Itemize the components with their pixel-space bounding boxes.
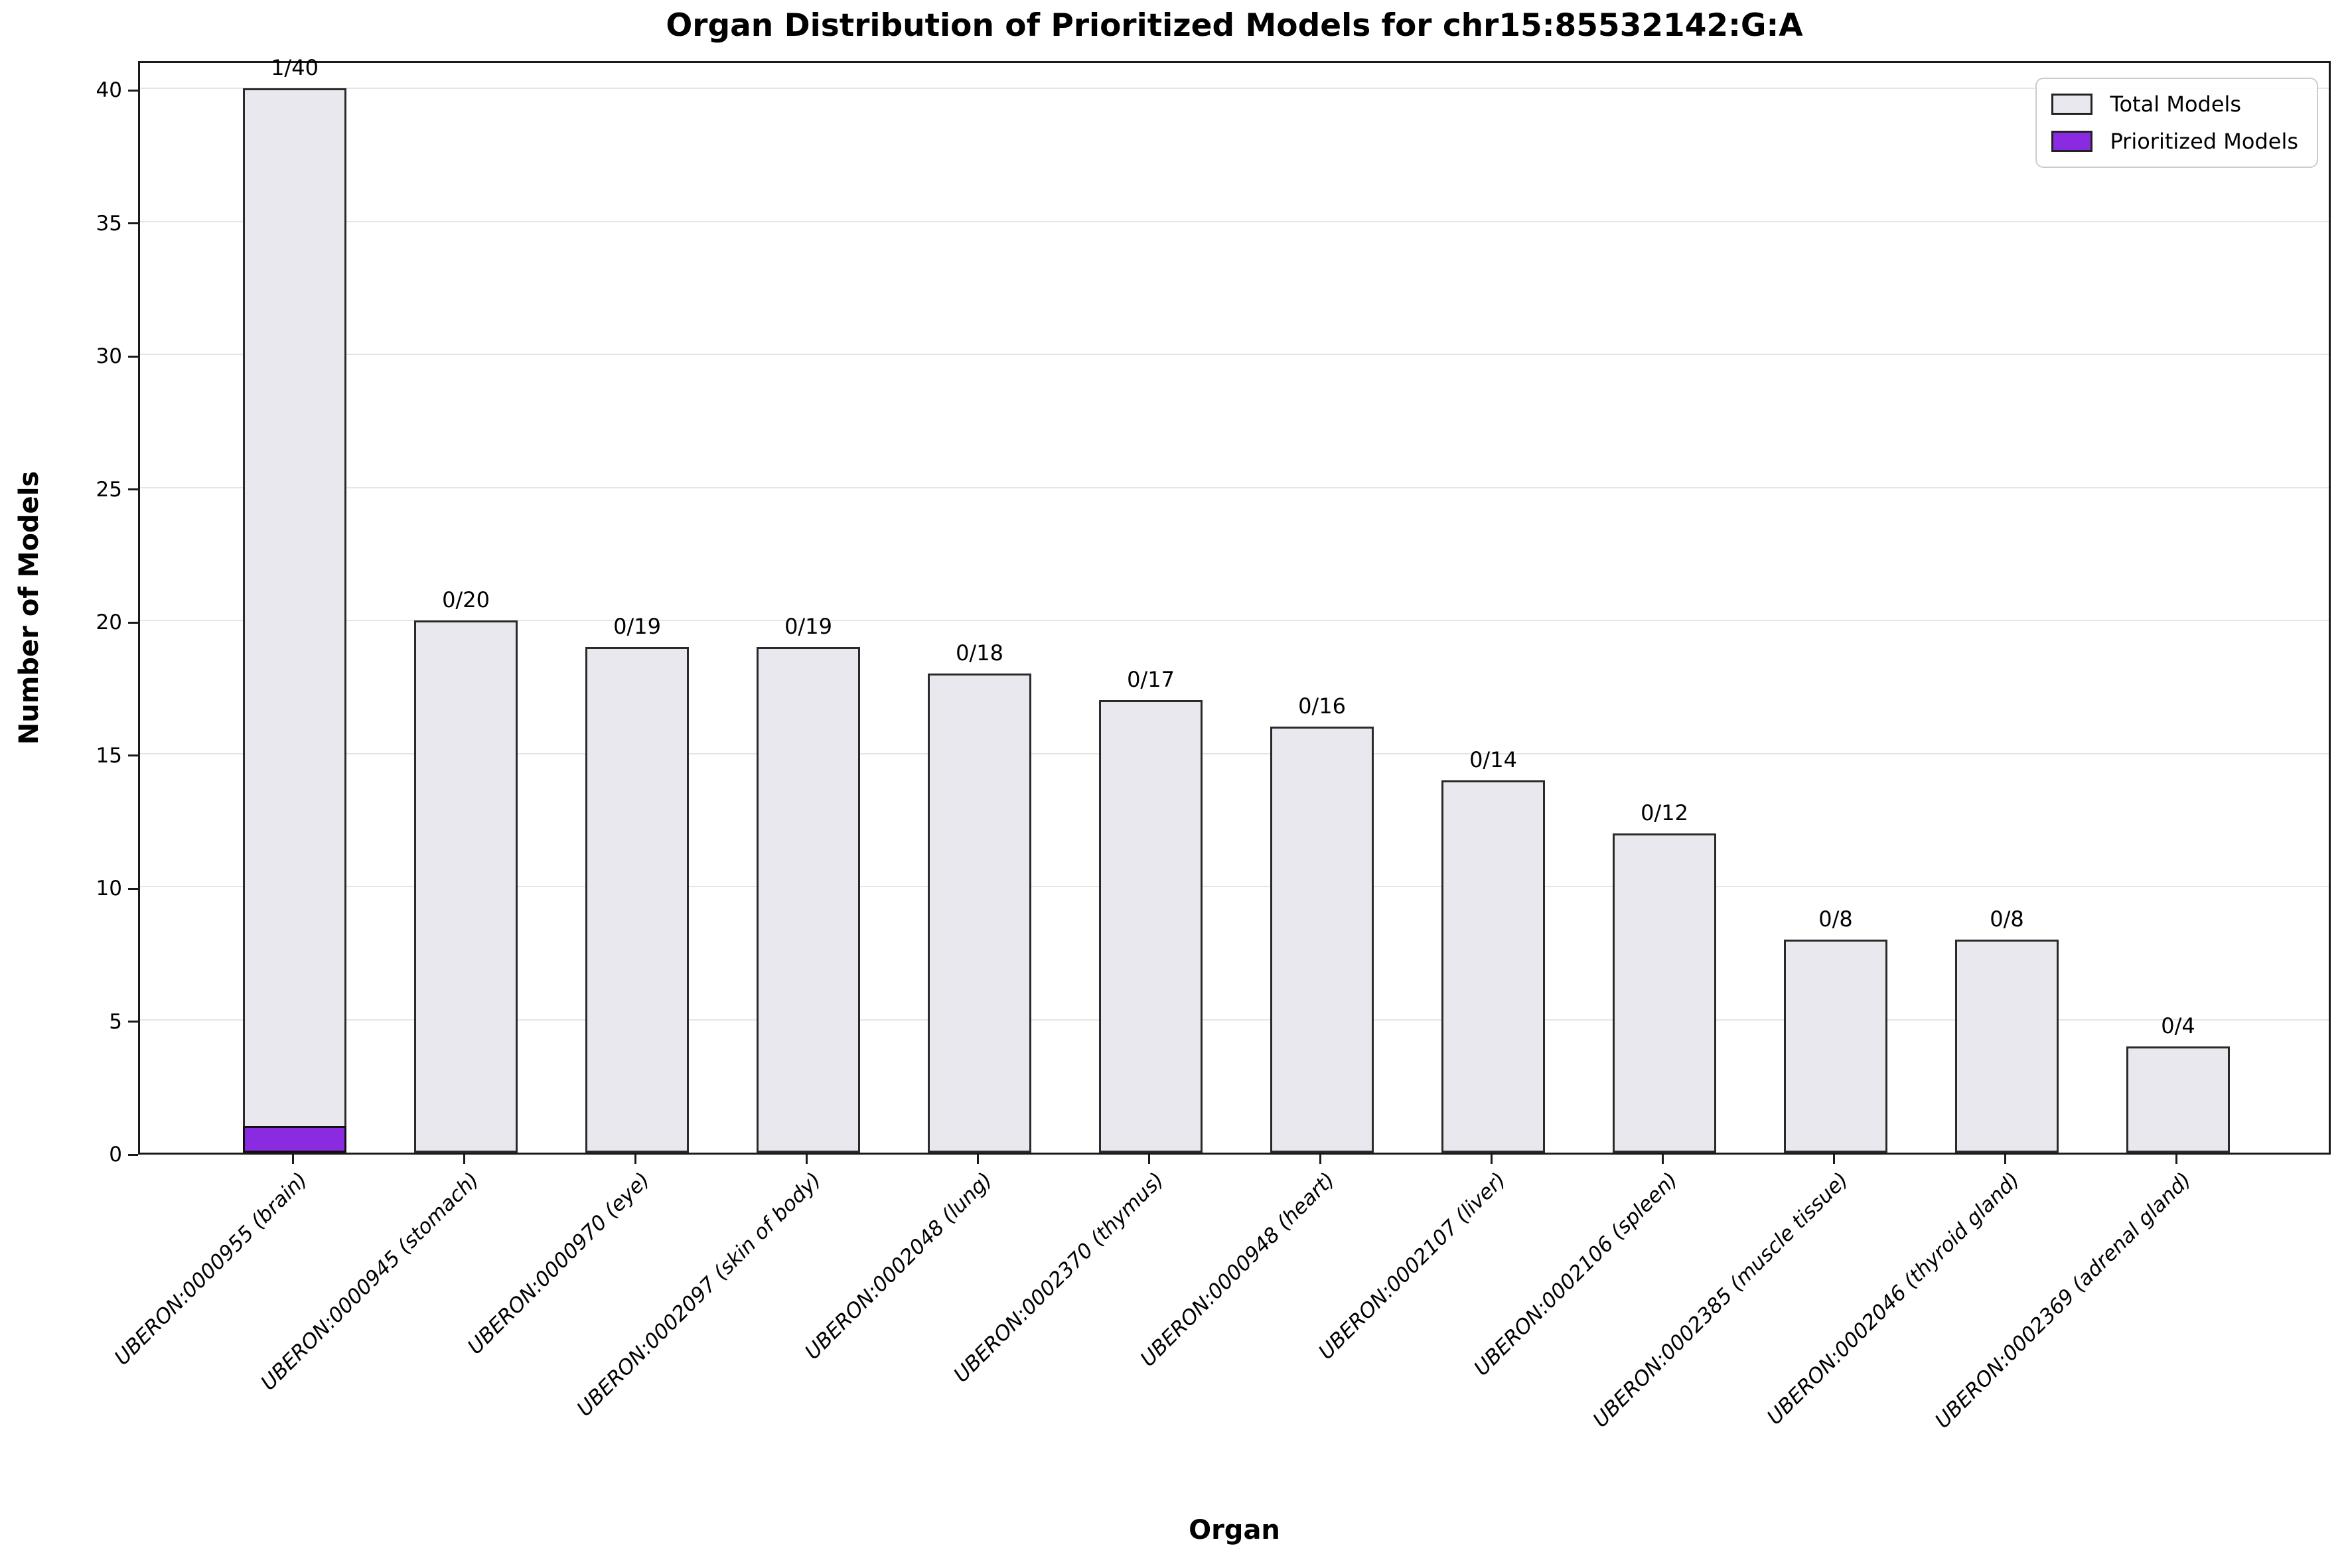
x-tick-mark — [2175, 1155, 2177, 1164]
bar-prioritized — [243, 1125, 346, 1153]
gridline — [140, 354, 2329, 356]
bar-total — [1441, 780, 1545, 1153]
gridline — [140, 1019, 2329, 1021]
y-tick-mark — [128, 887, 138, 890]
bar-group — [1441, 59, 1545, 1153]
plot-area: 1/40 0/20 0/19 0/19 0/18 0/17 0/16 0/14 0/12 0/8 0… — [138, 55, 2331, 1155]
gridline — [140, 752, 2329, 754]
gridline — [140, 886, 2329, 888]
x-tick-label: UBERON:0000955 (brain) — [110, 1168, 313, 1370]
gridline — [140, 486, 2329, 488]
bar-total — [1099, 700, 1203, 1153]
y-tick-label: 35 — [96, 211, 122, 236]
bar-annotation: 0/4 — [2161, 1013, 2195, 1038]
gridline — [140, 620, 2329, 622]
x-tick-mark — [1490, 1155, 1493, 1164]
bar-annotation: 0/8 — [1818, 906, 1853, 932]
legend: Total Models Prioritized Models — [2035, 78, 2318, 168]
bar-annotation: 0/8 — [1990, 906, 2024, 932]
gridline — [140, 88, 2329, 90]
y-tick-mark — [128, 1153, 138, 1156]
bar-annotation: 1/40 — [271, 55, 319, 81]
bar-annotation: 0/14 — [1469, 747, 1517, 772]
bar-group — [1784, 59, 1887, 1153]
bar-total — [1955, 940, 2059, 1153]
bar-total — [414, 620, 518, 1153]
bar-total — [1270, 727, 1374, 1153]
y-tick-label: 15 — [96, 743, 122, 768]
bar-group — [2126, 59, 2230, 1153]
x-tick-mark — [1147, 1155, 1150, 1164]
bar-group — [414, 59, 518, 1153]
legend-swatch-prioritized — [2051, 131, 2093, 152]
bar-group — [585, 59, 689, 1153]
bar-total — [757, 647, 860, 1153]
y-tick-mark — [128, 89, 138, 92]
y-tick-mark — [128, 355, 138, 358]
y-tick-mark — [128, 621, 138, 624]
y-axis-label: Number of Models — [14, 470, 44, 745]
bar-annotation: 0/20 — [442, 587, 490, 613]
legend-label-total: Total Models — [2110, 92, 2242, 117]
x-tick-mark — [634, 1155, 636, 1164]
bar-total — [1613, 833, 1716, 1153]
x-tick-label: UBERON:0002048 (lung) — [800, 1168, 997, 1365]
bar-annotation: 0/12 — [1641, 800, 1688, 825]
bar-group — [1955, 59, 2059, 1153]
x-tick-label: UBERON:0000970 (eye) — [463, 1168, 655, 1360]
x-tick-mark — [2004, 1155, 2006, 1164]
chart-title: Organ Distribution of Prioritized Models… — [666, 7, 1803, 44]
bar-group — [757, 59, 860, 1153]
x-tick-mark — [805, 1155, 808, 1164]
y-tick-label: 25 — [96, 477, 122, 502]
y-tick-label: 5 — [109, 1009, 122, 1034]
x-tick-label: UBERON:0000948 (heart) — [1136, 1168, 1340, 1372]
legend-entry-prioritized: Prioritized Models — [2051, 129, 2298, 153]
y-tick-label: 10 — [96, 877, 122, 901]
y-tick-label: 40 — [96, 78, 122, 103]
bar-total — [585, 647, 689, 1153]
bar-group — [1613, 59, 1716, 1153]
x-tick-mark — [1832, 1155, 1835, 1164]
legend-label-prioritized: Prioritized Models — [2110, 129, 2298, 154]
y-tick-mark — [128, 488, 138, 491]
x-tick-label: UBERON:0002106 (spleen) — [1469, 1168, 1682, 1381]
y-tick-mark — [128, 222, 138, 225]
bar-annotation: 0/16 — [1298, 693, 1346, 719]
x-axis-label: Organ — [1189, 1515, 1280, 1545]
bar-annotation: 0/19 — [613, 614, 661, 640]
y-tick-mark — [128, 1021, 138, 1023]
legend-entry-total: Total Models — [2051, 92, 2298, 116]
x-tick-mark — [463, 1155, 465, 1164]
x-tick-mark — [1661, 1155, 1664, 1164]
bar-group — [928, 59, 1031, 1153]
y-tick-label: 20 — [96, 610, 122, 635]
bar-total — [928, 674, 1031, 1153]
x-tick-label: UBERON:0002107 (liver) — [1314, 1168, 1511, 1365]
bar-total — [2126, 1046, 2230, 1153]
x-tick-mark — [976, 1155, 979, 1164]
bar-group — [243, 59, 346, 1153]
bar-group — [1099, 59, 1203, 1153]
bar-annotation: 0/17 — [1127, 667, 1175, 693]
y-tick-label: 30 — [96, 344, 122, 369]
x-tick-mark — [291, 1155, 294, 1164]
y-tick-mark — [128, 754, 138, 757]
bar-annotation: 0/18 — [956, 640, 1003, 666]
bar-group — [1270, 59, 1374, 1153]
bar-total — [1784, 940, 1887, 1153]
x-tick-mark — [1319, 1155, 1321, 1164]
legend-swatch-total — [2051, 94, 2093, 115]
y-tick-label: 0 — [109, 1143, 122, 1167]
gridline — [140, 220, 2329, 222]
bar-annotation: 0/19 — [784, 614, 832, 640]
bar-total — [243, 88, 346, 1153]
